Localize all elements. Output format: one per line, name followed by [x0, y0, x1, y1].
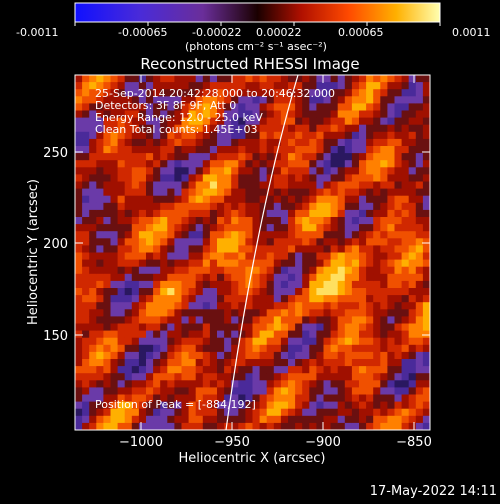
time-range-text: 25-Sep-2014 20:42:28.000 to 20:46:32.000	[95, 87, 335, 100]
y-tick-label: 200	[43, 237, 68, 252]
x-axis-label: Heliocentric X (arcsec)	[179, 451, 326, 466]
date-stamp: 17-May-2022 14:11	[370, 484, 497, 499]
detectors-text: Detectors: 3F 8F 9F, Att 0	[95, 99, 236, 112]
x-tick-label: −1000	[119, 435, 163, 450]
annotation-block: 25-Sep-2014 20:42:28.000 to 20:46:32.000…	[95, 87, 335, 136]
colorbar-tick-label: 0.0011	[452, 26, 491, 39]
colorbar-tick-label: -0.00022	[192, 26, 241, 39]
x-tick-label: −850	[396, 435, 432, 450]
image-pixels	[75, 75, 430, 430]
plot-title: Reconstructed RHESSI Image	[140, 55, 359, 73]
rhessi-image	[75, 75, 430, 430]
x-tick-label: −900	[305, 435, 341, 450]
colorbar-tick-label: 0.00065	[338, 26, 384, 39]
y-axis-label: Heliocentric Y (arcsec)	[26, 179, 41, 325]
colorbar-tick-label: -0.0011	[16, 26, 58, 39]
colorbar-tick-label: -0.00065	[118, 26, 167, 39]
colorbar-gradient	[74, 2, 441, 23]
colorbar-ticks	[74, 22, 441, 26]
solar-limb	[225, 75, 299, 430]
y-tick-label: 250	[43, 146, 68, 161]
colorbar-tick-label: 0.00022	[256, 26, 302, 39]
clean-counts-text: Clean Total counts: 1.45E+03	[95, 123, 258, 136]
y-tick-label: 150	[43, 329, 68, 344]
x-axis-ticks	[140, 75, 415, 430]
y-axis-ticks	[75, 151, 430, 336]
plot-frame	[74, 74, 431, 431]
colorbar: -0.0011 -0.00065 -0.00022 0.00022 0.0006…	[16, 2, 491, 53]
x-tick-label: −950	[214, 435, 250, 450]
colorbar-units: (photons cm⁻² s⁻¹ asec⁻²)	[185, 40, 327, 53]
energy-range-text: Energy Range: 12.0 - 25.0 keV	[95, 111, 263, 124]
peak-position-text: Position of Peak = [-884,192]	[95, 398, 256, 411]
